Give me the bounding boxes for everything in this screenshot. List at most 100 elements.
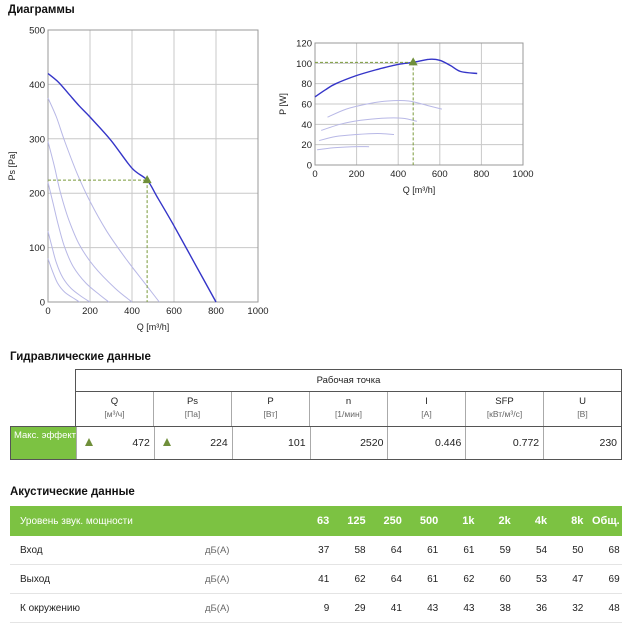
hydraulic-value-6: 230 [543,427,621,459]
hydraulic-value-3: 2520 [309,427,388,459]
acoustic-value: 53 [535,573,548,585]
hydraulic-column-0: Q [м³/ч] [76,392,153,426]
acoustic-value: 61 [427,573,439,585]
x-tick-label: 800 [208,306,224,317]
acoustic-value: 64 [390,573,402,585]
hydraulic-table: Рабочая точка Q [м³/ч] Ps [Па] P [Вт] n [1/мин]… [10,369,622,460]
column-name: Ps [186,396,199,407]
acoustic-row-name: К окружению [20,602,80,614]
band-header: 125 [347,515,366,527]
y-tick-label: 0 [307,161,312,172]
y-tick-label: 0 [40,298,45,309]
column-unit: [Па] [184,409,201,419]
band-header: 2k [498,515,511,527]
hydraulic-column-3: n [1/мин] [309,392,387,426]
acoustic-row-unit: дБ(A) [205,602,230,614]
column-name: Q [110,396,119,407]
hydraulic-column-5: SFP [кВт/м³/с] [465,392,543,426]
chart-2: 0 200 400 600 800 1000 0 20 40 60 80 100 120 Q [m³/h]… [278,39,534,196]
y-tick-label: 500 [29,26,45,37]
band-header: 63 [317,515,330,527]
reduced-speed-curve [47,97,160,303]
hydraulic-value-2: 101 [231,427,310,459]
acoustic-value: 61 [463,544,475,556]
column-unit: [Вт] [263,409,278,419]
acoustic-value: 62 [354,573,366,585]
band-header: 250 [383,515,402,527]
value-text: 230 [599,437,618,449]
acoustic-body: Вход дБ(A) 37 58 64 61 61 59 54 50 68 Выход дБ(A) 41 6… [10,536,622,623]
reduced-speed-curve [47,258,80,303]
acoustic-row-unit: дБ(A) [205,544,230,556]
x-tick-label: 1000 [247,306,268,317]
band-header: Общ. [591,515,620,527]
main-fan-curve [47,72,217,303]
x-tick-label: 400 [390,169,406,180]
plot-frame [314,42,524,166]
column-unit: [кВт/м³/с] [486,409,523,419]
column-unit: [А] [421,409,432,419]
reduced-speed-curve [47,141,133,303]
hydraulic-column-4: I [А] [387,392,465,426]
operating-point-marker [408,57,418,66]
column-name: SFP [495,396,514,407]
column-name: n [345,396,352,407]
x-tick-label: 400 [124,306,140,317]
reduced-speed-curve [47,182,110,303]
operating-point-header: Рабочая точка [75,369,622,391]
hydraulic-column-2: P [Вт] [231,392,309,426]
y-tick-label: 300 [29,134,45,145]
acoustic-value: 32 [572,602,584,614]
acoustic-title: Акустические данные [10,486,135,498]
acoustic-value: 36 [535,602,548,614]
acoustic-value: 37 [318,544,330,556]
acoustic-row-name: Вход [20,544,43,556]
x-tick-label: 0 [45,306,50,317]
reduced-speed-curve [327,99,443,118]
y-tick-label: 400 [29,80,45,91]
main-fan-curve [314,58,478,98]
column-unit: [м³/ч] [104,409,125,419]
hydraulic-column-1: Ps [Па] [153,392,231,426]
acoustic-value: 29 [354,602,366,614]
value-text: 101 [288,437,306,449]
plot-frame [47,29,259,303]
acoustic-value: 64 [390,544,402,556]
x-tick-label: 1000 [512,169,533,180]
acoustic-value: 54 [535,544,548,556]
y-tick-label: 60 [301,100,312,111]
value-text: 224 [210,437,228,449]
acoustic-value: 50 [572,544,584,556]
y-tick-label: 40 [301,120,312,131]
reduced-speed-curve [317,146,370,151]
y-axis-label: P [W] [278,93,288,115]
y-tick-label: 100 [296,59,312,70]
hydraulic-column-headers: Q [м³/ч] Ps [Па] P [Вт] n [1/мин] I [А] SFP [кВт/м³… [75,391,622,426]
acoustic-value: 58 [354,544,366,556]
column-unit: [В] [577,409,588,419]
y-axis-label: Ps [Pa] [7,151,17,180]
x-axis-label: Q [m³/h] [137,322,170,332]
acoustic-value: 69 [608,573,620,585]
band-header: 8k [571,515,584,527]
triangle-marker-icon [162,438,171,446]
reduced-speed-curve [319,132,395,142]
value-text: 0.446 [435,437,462,449]
column-unit: [1/мин] [334,409,363,419]
acoustic-header-label: Уровень звук. мощности [20,515,133,527]
acoustic-value: 43 [463,602,475,614]
band-header: 4k [534,515,548,527]
x-tick-label: 800 [473,169,489,180]
acoustic-value: 9 [323,602,330,614]
acoustic-row: Выход дБ(A) 41 62 64 61 62 60 53 47 69 [10,565,622,594]
column-name: P [267,396,274,407]
acoustic-value: 41 [390,602,402,614]
reduced-speed-curve [47,231,91,303]
hydraulic-title: Гидравлические данные [10,351,151,363]
y-tick-label: 100 [29,243,45,254]
column-name: I [425,396,428,407]
reduced-speed-curve [321,117,418,131]
x-tick-label: 600 [166,306,182,317]
acoustic-value: 48 [608,602,620,614]
